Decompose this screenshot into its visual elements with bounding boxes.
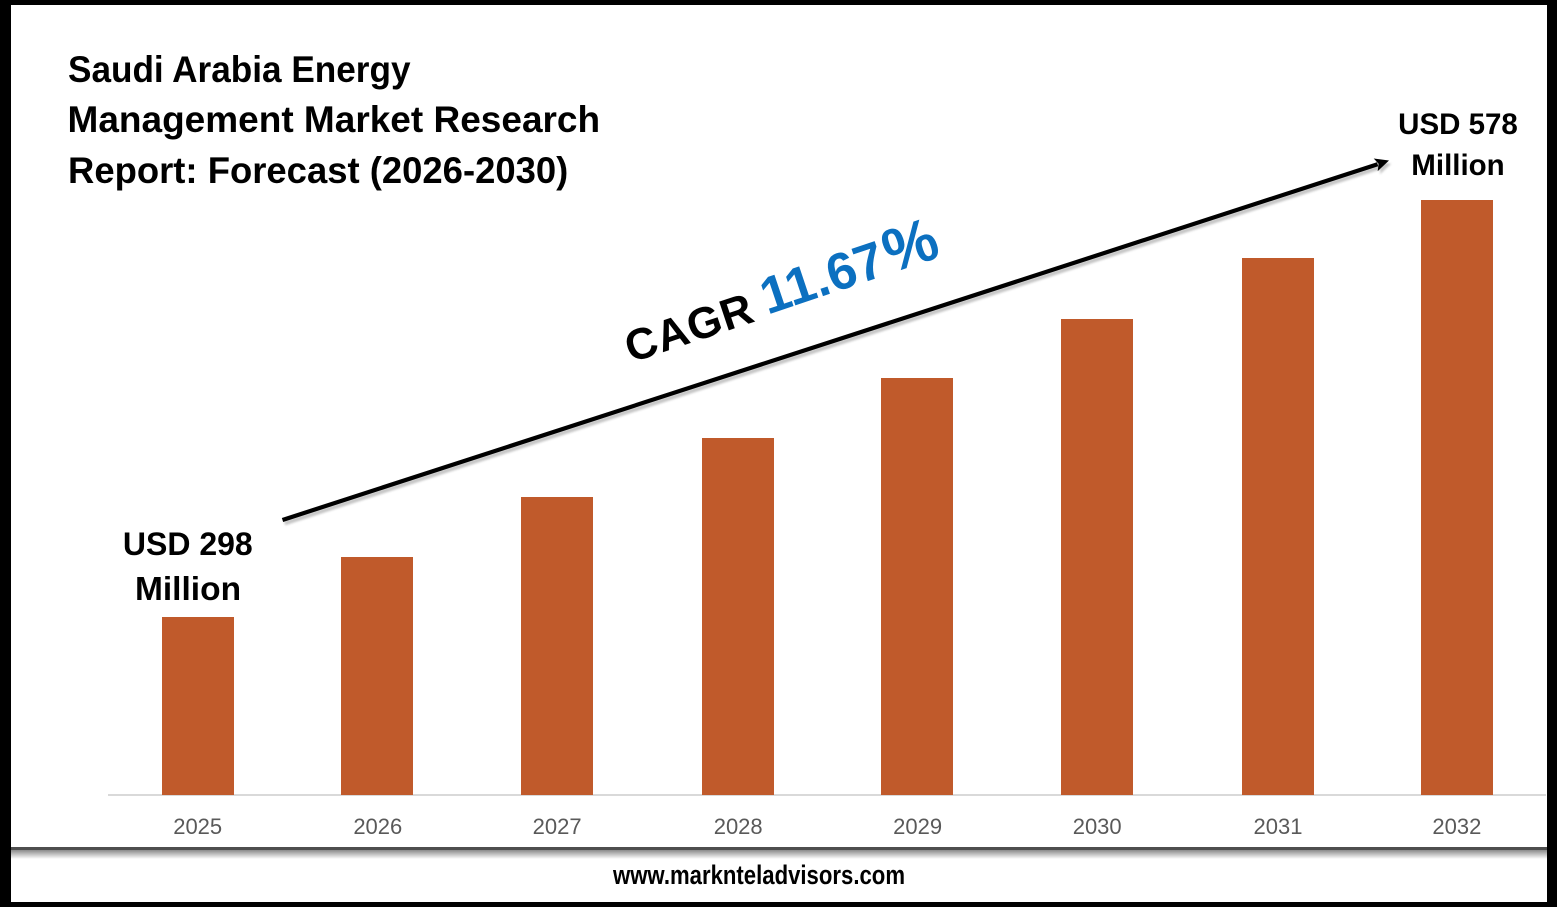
svg-text:CAGR11.67%: CAGR11.67% bbox=[613, 204, 947, 373]
